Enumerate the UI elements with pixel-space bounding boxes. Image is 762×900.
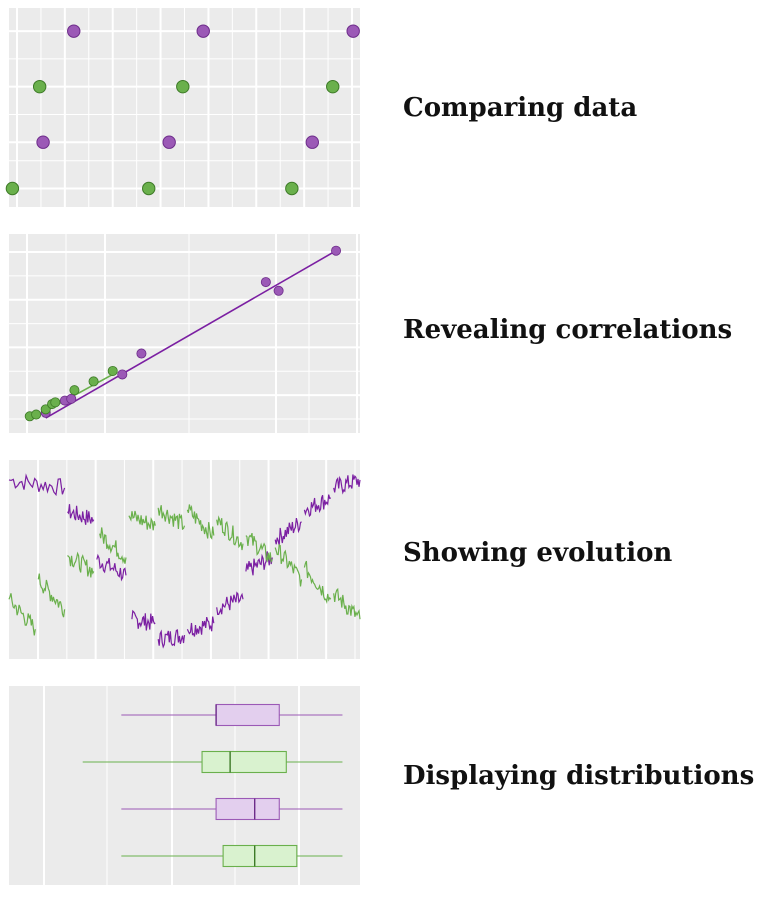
panel-distributions: Displaying distributions (0, 678, 762, 900)
purple-point (36, 135, 50, 149)
plot-background (9, 460, 360, 659)
purple-point (136, 348, 147, 359)
panel-correlations: Revealing correlations (0, 226, 762, 448)
panel-evolution: Showing evolution (0, 452, 762, 674)
chart-revealing-correlations (9, 234, 360, 433)
green-line-segment (8, 593, 36, 636)
purple_line-line-segment (157, 629, 186, 649)
box-4 (121, 844, 343, 868)
panel-comparing: Comparing data (0, 0, 762, 222)
purple_line-line-segment (186, 616, 215, 637)
caption-correlations: Revealing correlations (403, 315, 733, 345)
box (215, 797, 280, 821)
caption-comparing: Comparing data (403, 93, 638, 123)
chart-displaying-distributions (9, 686, 360, 885)
green-point (31, 409, 42, 420)
purple-point (117, 369, 128, 380)
green-point (32, 79, 47, 94)
caption-distributions: Displaying distributions (403, 761, 755, 791)
chart-showing-evolution (8, 460, 361, 659)
green-line-segment (37, 573, 66, 618)
green-line-segment (245, 532, 273, 564)
box-3 (121, 797, 343, 821)
box (222, 844, 298, 868)
purple_line-line-segment (216, 591, 244, 615)
purple_line-line-segment (96, 553, 127, 582)
green-line-segment (157, 505, 186, 531)
chart-comparing-data (5, 8, 360, 207)
green-point (285, 181, 299, 196)
purple-point (162, 135, 176, 149)
purple_line-line-segment (303, 494, 332, 518)
purple-point (331, 245, 342, 256)
green-point (142, 181, 156, 196)
purple-point (346, 24, 360, 38)
purple-point (305, 135, 319, 149)
green-point (88, 376, 99, 387)
caption-evolution: Showing evolution (403, 538, 673, 568)
green-line-segment (67, 551, 95, 578)
box-2 (82, 750, 343, 774)
box (215, 703, 280, 727)
purple_line-line-segment (274, 517, 302, 546)
green-line-segment (216, 515, 244, 551)
green-point (176, 79, 190, 94)
purple-point (273, 285, 284, 296)
purple-point (67, 24, 81, 38)
box-1 (121, 703, 343, 727)
green-line-segment (303, 560, 332, 605)
green-line-segment (186, 504, 215, 540)
box (201, 750, 287, 774)
green-point (326, 79, 340, 94)
purple_line-line-segment (67, 504, 95, 525)
purple_line-line-segment (333, 474, 361, 495)
purple-point (66, 393, 77, 404)
green-point (40, 404, 51, 415)
trend-line (45, 250, 337, 419)
green-point (107, 365, 118, 376)
green-line-segment (333, 587, 361, 620)
purple-point (260, 277, 271, 288)
green-point (50, 397, 61, 408)
green-line-segment (128, 510, 156, 531)
green-line-segment (99, 527, 127, 564)
purple_line-line-segment (131, 609, 156, 631)
green-point (69, 385, 80, 396)
green-point (5, 181, 20, 196)
plot-background (9, 686, 360, 885)
purple_line-line-segment (8, 473, 66, 497)
purple-point (196, 24, 210, 38)
green-line-segment (274, 543, 303, 587)
